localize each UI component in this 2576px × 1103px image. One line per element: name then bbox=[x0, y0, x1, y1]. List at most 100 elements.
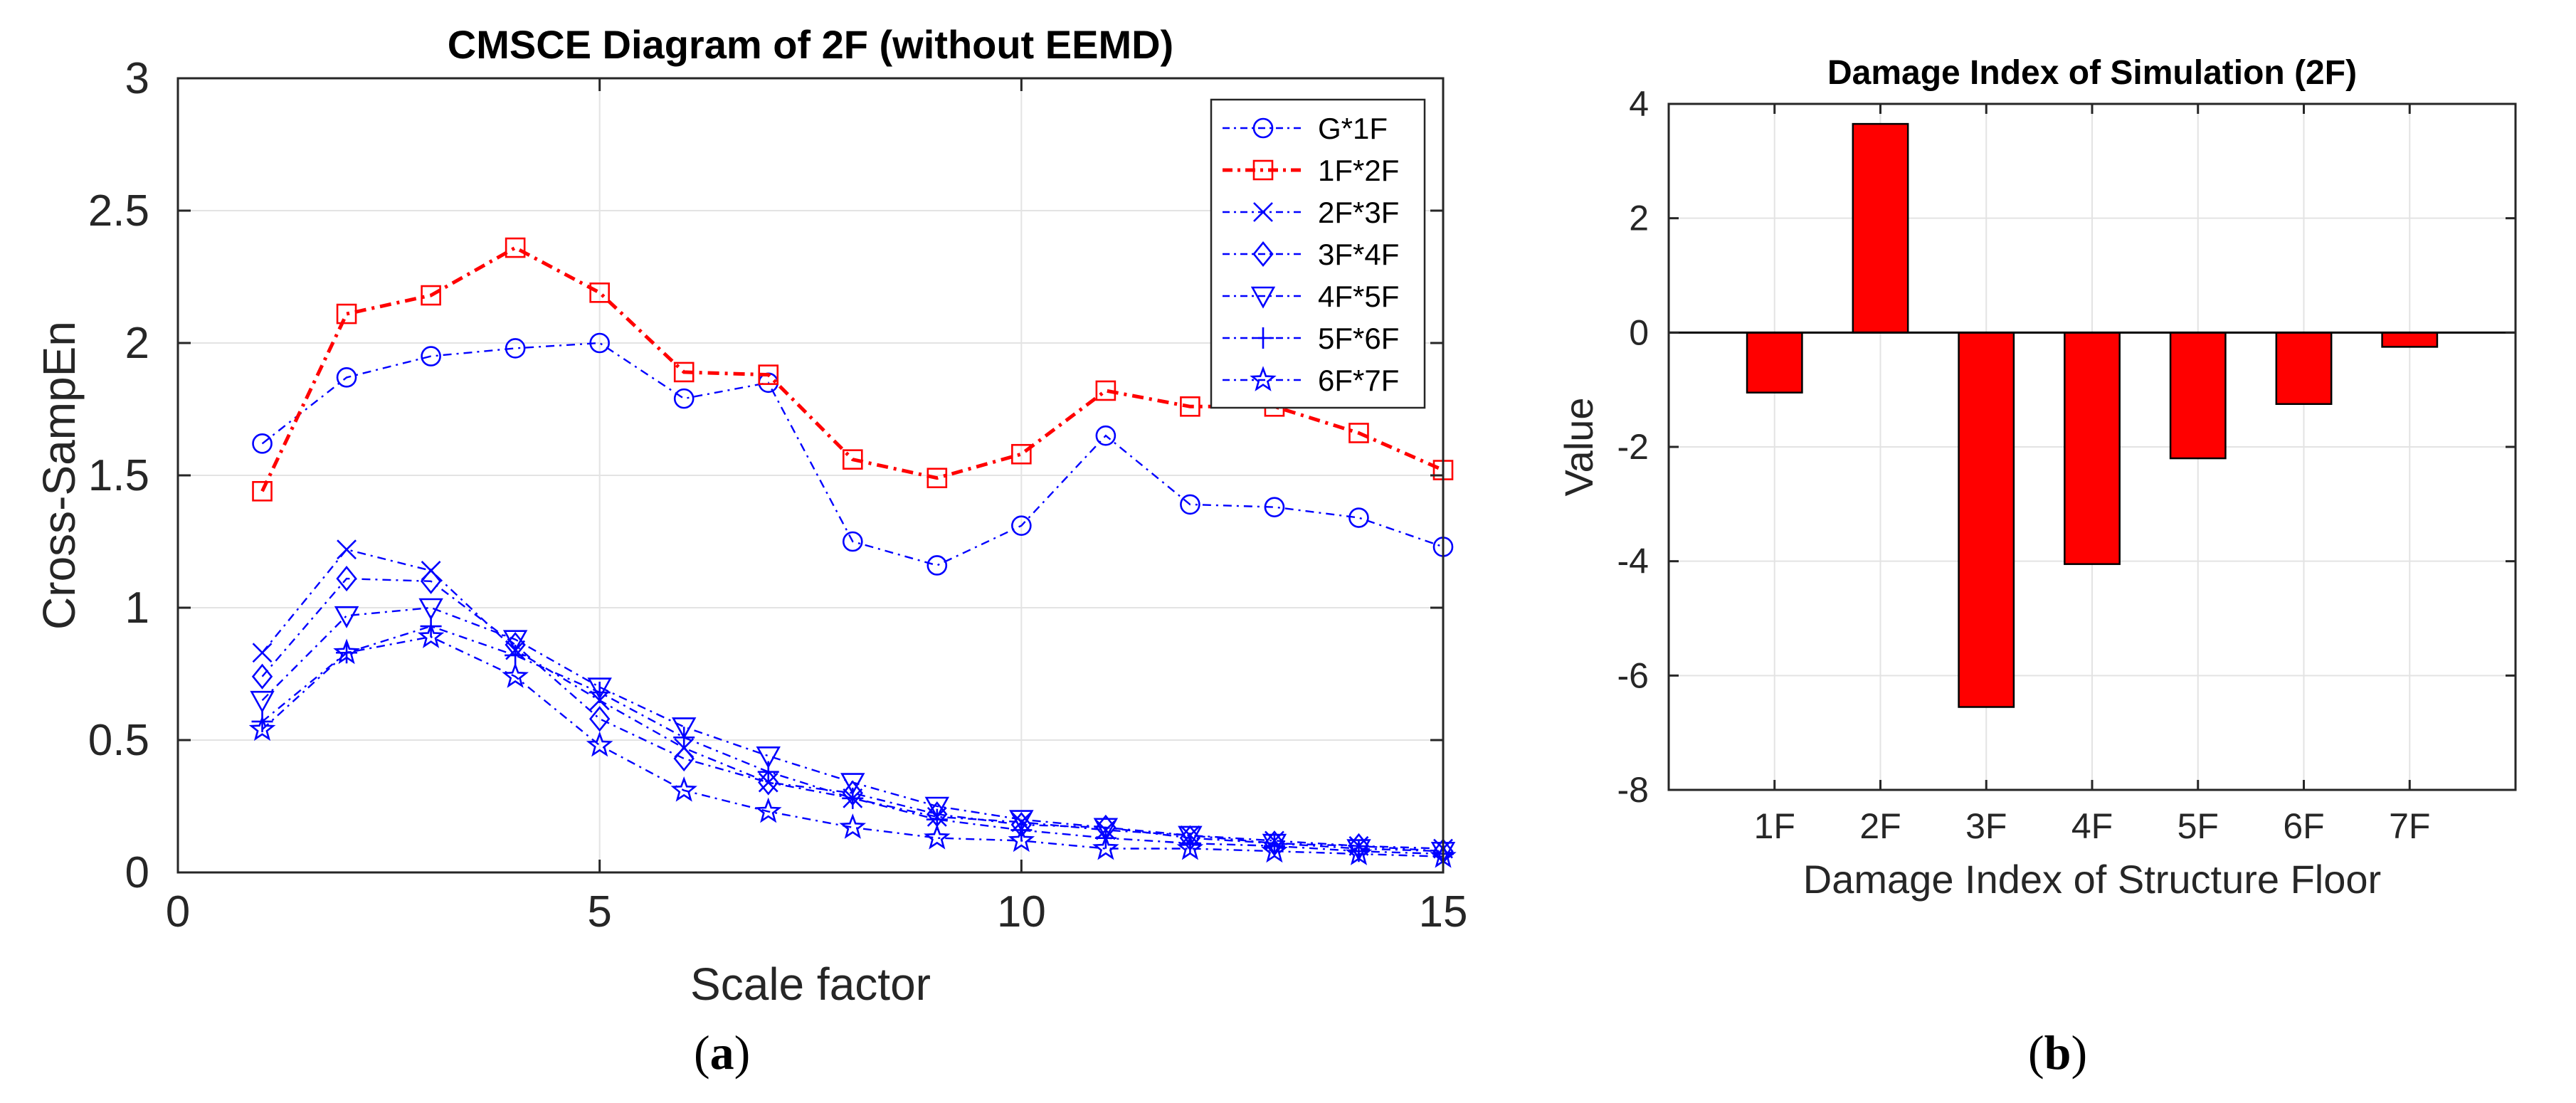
data-point bbox=[924, 796, 950, 819]
panel-label-b: (b) bbox=[2028, 1025, 2088, 1080]
data-point bbox=[758, 364, 779, 385]
y-tick-label: -2 bbox=[1617, 427, 1649, 467]
y-tick-label: 2.5 bbox=[88, 186, 149, 236]
data-point bbox=[588, 682, 611, 704]
data-point bbox=[1093, 818, 1119, 840]
data-point bbox=[839, 813, 867, 839]
data-point bbox=[418, 598, 443, 621]
data-point bbox=[587, 677, 612, 700]
data-point bbox=[589, 283, 610, 303]
data-point bbox=[842, 787, 864, 809]
legend-item: 2F*3F bbox=[1223, 196, 1399, 229]
data-point bbox=[670, 776, 697, 802]
y-axis-label-b: Value bbox=[1556, 397, 1601, 496]
legend-label: 5F*6F bbox=[1318, 322, 1399, 355]
data-point bbox=[1262, 833, 1287, 856]
data-point bbox=[252, 481, 273, 502]
bar-2F bbox=[1852, 122, 1909, 334]
legend-label: 4F*5F bbox=[1318, 280, 1399, 313]
series-line bbox=[261, 577, 1444, 853]
data-point bbox=[842, 531, 863, 552]
x-tick-label: 1F bbox=[1754, 806, 1795, 846]
legend-item: 4F*5F bbox=[1223, 280, 1399, 313]
data-point bbox=[417, 623, 445, 648]
data-point bbox=[421, 285, 441, 306]
series-6Fx7F bbox=[248, 623, 1457, 868]
data-point bbox=[754, 797, 782, 823]
data-point bbox=[927, 468, 948, 489]
data-point bbox=[671, 717, 697, 740]
legend-swatch-marker bbox=[1252, 159, 1274, 181]
chart-a-cmsce-line-chart: 0 5 10 15 0 0.5 1 1.5 2 2.5 3 CMSCE Diagram of 2F (… bbox=[33, 22, 1467, 1010]
x-tick-label: 10 bbox=[997, 887, 1046, 936]
y-tick-label: 0 bbox=[125, 848, 149, 897]
data-point bbox=[252, 433, 273, 454]
series-line bbox=[260, 246, 1445, 492]
legend-label: 2F*3F bbox=[1318, 196, 1399, 229]
y-tick-label: -6 bbox=[1617, 655, 1649, 695]
x-tick-label: 3F bbox=[1965, 806, 2007, 846]
data-point bbox=[757, 761, 779, 783]
legend-swatch-marker bbox=[1252, 327, 1274, 349]
chart-title-b: Damage Index of Simulation (2F) bbox=[1827, 54, 2357, 92]
data-point bbox=[756, 746, 781, 769]
legend-item: 1F*2F bbox=[1223, 154, 1399, 187]
data-point bbox=[1264, 497, 1285, 517]
data-point bbox=[1348, 423, 1369, 443]
data-point bbox=[1180, 396, 1200, 417]
bar-7F bbox=[2381, 332, 2439, 348]
series-line bbox=[261, 342, 1444, 566]
x-tick-label: 4F bbox=[2071, 806, 2113, 846]
data-point bbox=[1180, 494, 1200, 515]
bar-5F bbox=[2169, 332, 2227, 460]
data-point bbox=[248, 715, 276, 742]
y-tick-label: 4 bbox=[1629, 84, 1649, 124]
data-point bbox=[588, 706, 611, 732]
y-axis-label-a: Cross-SampEn bbox=[33, 321, 85, 630]
bar-1F bbox=[1746, 332, 1803, 394]
x-axis-label-b: Damage Index of Structure Floor bbox=[1803, 857, 2381, 902]
data-point bbox=[1092, 834, 1119, 860]
y-tick-label: 0 bbox=[1629, 312, 1649, 352]
data-point bbox=[505, 338, 526, 359]
data-point bbox=[673, 745, 695, 772]
data-point bbox=[421, 346, 441, 366]
data-point bbox=[333, 638, 360, 665]
x-tick-label: 2F bbox=[1859, 806, 1901, 846]
x-tick-label: 6F bbox=[2283, 806, 2324, 846]
y-tick-label: -8 bbox=[1617, 770, 1649, 810]
data-point bbox=[502, 662, 529, 688]
legend-item: 3F*4F bbox=[1223, 238, 1399, 271]
legend-swatch-marker bbox=[1250, 286, 1276, 309]
legend-swatch-marker bbox=[1253, 202, 1273, 222]
bar-6F bbox=[2275, 332, 2333, 406]
data-point bbox=[589, 332, 610, 354]
y-tick-label: -4 bbox=[1617, 542, 1649, 581]
legend-item: 6F*7F bbox=[1223, 364, 1399, 397]
data-point bbox=[250, 690, 275, 713]
bar-4F bbox=[2064, 332, 2121, 565]
data-point bbox=[502, 630, 528, 653]
data-point bbox=[1095, 425, 1117, 446]
data-point bbox=[1008, 826, 1035, 853]
data-point bbox=[336, 566, 357, 592]
data-point bbox=[673, 388, 695, 409]
y-tick-label: 2 bbox=[1629, 199, 1649, 238]
y-tick-label: 2 bbox=[125, 319, 149, 368]
y-tick-label: 3 bbox=[125, 54, 149, 103]
data-point bbox=[673, 727, 695, 749]
data-point bbox=[336, 367, 357, 388]
legend-swatch-marker bbox=[1252, 117, 1274, 139]
bars-group-b bbox=[1746, 122, 2439, 708]
data-point bbox=[251, 663, 273, 690]
data-point bbox=[1009, 810, 1034, 833]
data-point bbox=[505, 237, 526, 258]
data-point bbox=[1261, 837, 1288, 863]
x-tick-label: 7F bbox=[2389, 806, 2430, 846]
data-point bbox=[505, 644, 527, 666]
bar-3F bbox=[1958, 332, 2015, 708]
data-point bbox=[420, 568, 442, 594]
legend-item: G*1F bbox=[1223, 112, 1388, 145]
x-tick-label: 15 bbox=[1419, 887, 1468, 936]
